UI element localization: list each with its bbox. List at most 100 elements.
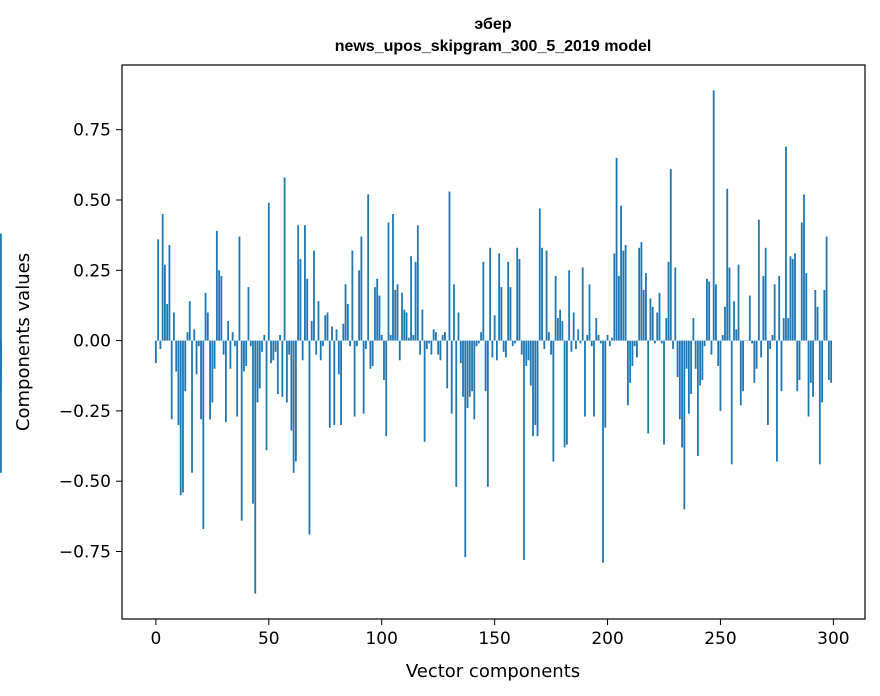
bar (179, 340, 182, 496)
bar (502, 340, 505, 352)
bar (728, 267, 731, 341)
bar (805, 273, 808, 341)
bar (683, 340, 686, 510)
bar (800, 222, 803, 341)
bar (164, 264, 166, 341)
bar (538, 208, 541, 341)
bar (570, 340, 573, 352)
bar (258, 340, 261, 389)
bar (505, 340, 507, 358)
y-tick-label: −0.25 (59, 402, 111, 422)
x-tick-label: 0 (150, 629, 161, 649)
bar (184, 340, 187, 392)
bar (581, 267, 584, 341)
bar (202, 340, 205, 530)
y-tick-label: −0.50 (59, 472, 111, 492)
bar (667, 261, 670, 341)
x-tick-label: 50 (258, 629, 280, 649)
bar (281, 340, 284, 397)
bar (168, 244, 171, 341)
bar (304, 225, 306, 341)
bar (730, 340, 733, 465)
bar (396, 284, 399, 341)
bar (243, 340, 245, 372)
plot-frame (121, 64, 866, 620)
bar (495, 340, 498, 361)
bar (204, 292, 207, 341)
bar (622, 250, 625, 341)
bar (507, 261, 510, 341)
bar (516, 247, 519, 341)
bar (236, 340, 239, 417)
bar (769, 340, 772, 350)
bar (660, 340, 663, 344)
bar (816, 306, 819, 341)
bar (234, 340, 236, 347)
bar (349, 340, 351, 347)
bar (394, 289, 397, 341)
bar (376, 278, 379, 341)
bar (620, 205, 622, 341)
bar (362, 340, 365, 414)
bar (299, 259, 302, 341)
x-tick-label: 200 (591, 629, 623, 649)
bar (696, 340, 699, 456)
bar (340, 340, 342, 425)
bar (760, 340, 763, 358)
bar (552, 340, 555, 462)
bar (383, 340, 385, 380)
bar (694, 340, 697, 369)
bar (464, 340, 467, 558)
bars-group (0, 90, 833, 594)
bar (712, 90, 715, 341)
bar (735, 329, 738, 341)
chart-title: эбер (474, 16, 511, 33)
bar (606, 334, 609, 341)
bar (475, 340, 478, 347)
bar (157, 239, 160, 341)
bar (326, 312, 329, 341)
bar (425, 340, 428, 350)
bar (227, 320, 230, 341)
bar (182, 340, 184, 493)
y-tick-label: 0.50 (73, 191, 111, 211)
bar (803, 194, 805, 341)
bar (699, 340, 702, 386)
bar (572, 312, 575, 341)
bar (818, 340, 821, 465)
bar (462, 340, 464, 397)
bar (387, 222, 390, 341)
x-tick-label: 150 (478, 629, 510, 649)
bar (685, 340, 688, 369)
bar (331, 326, 333, 341)
bar (154, 340, 157, 364)
bar (520, 340, 523, 355)
bar (724, 306, 726, 341)
bar (419, 340, 422, 355)
bar (213, 340, 216, 369)
bar (597, 334, 600, 341)
bar (206, 312, 209, 341)
bar (416, 225, 419, 341)
bar (796, 340, 799, 392)
bar (170, 340, 173, 420)
bar (500, 287, 503, 341)
bar (701, 340, 704, 380)
bar (159, 340, 162, 350)
bar (830, 340, 833, 383)
bar (437, 340, 440, 355)
bar (556, 318, 559, 341)
x-axis-ticks: 0 50 100 150 200 250 300 (150, 619, 850, 649)
bar (342, 323, 345, 341)
bar (550, 340, 552, 355)
bar (825, 236, 828, 341)
bar (665, 318, 668, 341)
bar (371, 340, 374, 366)
bar (317, 301, 320, 341)
bar (439, 340, 442, 361)
bar (276, 340, 279, 395)
bar (794, 253, 796, 341)
bar (534, 340, 537, 425)
bar (308, 340, 311, 535)
bar (315, 340, 318, 355)
